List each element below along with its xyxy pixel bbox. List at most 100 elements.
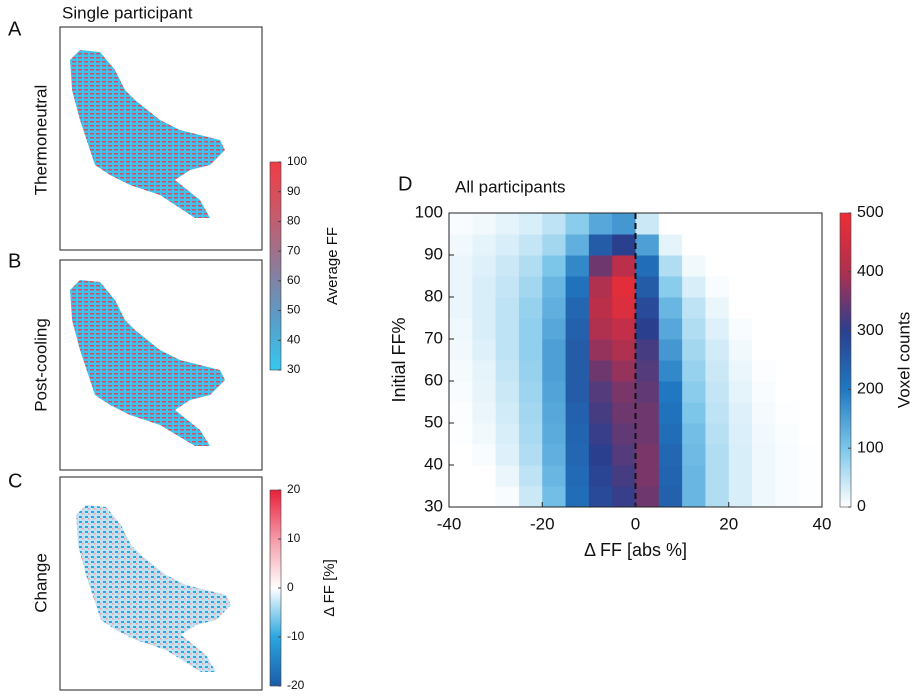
heatmap-cell <box>705 381 730 403</box>
heatmap-cell <box>775 339 800 361</box>
heatmap-cell <box>565 381 590 403</box>
heatmap-cell <box>588 444 613 466</box>
heatmap-cell <box>495 297 520 319</box>
heatmap-cell <box>472 423 497 445</box>
heatmap-cell <box>635 444 660 466</box>
heatmap-cell <box>449 486 473 508</box>
heatmap-cell <box>658 318 683 340</box>
heatmap-cell <box>658 213 683 235</box>
heatmap-cell <box>635 297 660 319</box>
heatmap-cell <box>542 276 567 298</box>
heatmap-cell <box>518 381 543 403</box>
muscle-map <box>70 280 225 446</box>
heatmap-cell <box>682 339 706 361</box>
heatmap-cell <box>752 465 776 487</box>
heatmap-cell <box>705 213 730 235</box>
heatmap-cell <box>449 234 473 256</box>
heatmap-cell <box>728 402 753 424</box>
heatmap-cell <box>798 360 823 382</box>
heatmap-cell <box>635 381 660 403</box>
heatmap-cell <box>449 213 473 235</box>
y-tick-label: 60 <box>424 370 443 389</box>
panel-frame <box>59 259 263 471</box>
heatmap-cell <box>682 465 706 487</box>
heatmap-cell <box>635 255 660 277</box>
heatmap-cell <box>612 465 636 487</box>
heatmap-cell <box>752 381 776 403</box>
heatmap-cell <box>472 276 497 298</box>
heatmap-cell <box>752 339 776 361</box>
panel-frame <box>59 476 263 691</box>
y-tick-label: 30 <box>424 496 443 515</box>
colorbar-tick-label: 200 <box>857 381 884 398</box>
heatmap-cell <box>472 213 497 235</box>
heatmap-cell <box>728 381 753 403</box>
heatmap-cell <box>542 402 567 424</box>
heatmap-cell <box>495 213 520 235</box>
heatmap-cell <box>612 339 636 361</box>
heatmap-cell <box>798 444 823 466</box>
heatmap-cell <box>542 486 567 508</box>
heatmap-cell <box>658 255 683 277</box>
heatmap-cell <box>775 255 800 277</box>
heatmap-cell <box>612 297 636 319</box>
heatmap-cell <box>588 276 613 298</box>
heatmap-cell <box>518 255 543 277</box>
colorbar <box>839 212 852 508</box>
y-tick-label: 80 <box>424 286 443 305</box>
heatmap-cell <box>775 381 800 403</box>
heatmap-cell <box>472 465 497 487</box>
colorbar-tick-label: 500 <box>857 204 884 221</box>
heatmap-cell <box>798 381 823 403</box>
colorbar-tick-label: 100 <box>857 439 884 456</box>
heatmap-cell <box>588 381 613 403</box>
heatmap-cell <box>495 339 520 361</box>
heatmap-cell <box>472 402 497 424</box>
heatmap-cell <box>449 444 473 466</box>
heatmap-cell <box>682 318 706 340</box>
heatmap-cell <box>449 465 473 487</box>
heatmap-cell <box>542 360 567 382</box>
y-tick-label: 40 <box>424 454 443 473</box>
heatmap-cell <box>775 297 800 319</box>
heatmap-cell <box>705 255 730 277</box>
muscle-map <box>70 50 225 218</box>
panel-frame <box>59 26 263 251</box>
heatmap-cell <box>798 465 823 487</box>
heatmap-cell <box>752 486 776 508</box>
heatmap-cell <box>752 402 776 424</box>
heatmap-cell <box>728 339 753 361</box>
heatmap-cell <box>495 402 520 424</box>
heatmap-cell <box>682 402 706 424</box>
heatmap-cell <box>705 465 730 487</box>
heatmap-cell <box>472 339 497 361</box>
x-tick-label: 0 <box>631 514 640 533</box>
heatmap-cell <box>798 297 823 319</box>
heatmap-cell <box>775 318 800 340</box>
heatmap-cell <box>518 465 543 487</box>
heatmap-cell <box>612 234 636 256</box>
colorbar-tick-label: 400 <box>857 263 884 280</box>
heatmap-cell <box>705 402 730 424</box>
heatmap-cell <box>565 234 590 256</box>
heatmap-cell <box>658 234 683 256</box>
heatmap-cell <box>612 276 636 298</box>
colorbar-tick-label: 10 <box>287 531 301 545</box>
heatmap-cell <box>775 276 800 298</box>
heatmap-cell <box>542 213 567 235</box>
heatmap-cell <box>752 360 776 382</box>
heatmap-cell <box>775 360 800 382</box>
heatmap-cell <box>775 486 800 508</box>
heatmap-cell <box>518 213 543 235</box>
heatmap-cell <box>588 360 613 382</box>
heatmap-cell <box>658 423 683 445</box>
heatmap-cell <box>542 444 567 466</box>
heatmap-cell <box>612 423 636 445</box>
heatmap-cell <box>658 381 683 403</box>
heatmap-cell <box>542 465 567 487</box>
heatmap-cell <box>542 339 567 361</box>
heatmap-cell <box>682 381 706 403</box>
colorbar-tick-label: 100 <box>287 154 307 168</box>
heatmap-cell <box>728 444 753 466</box>
heatmap-cell <box>798 423 823 445</box>
